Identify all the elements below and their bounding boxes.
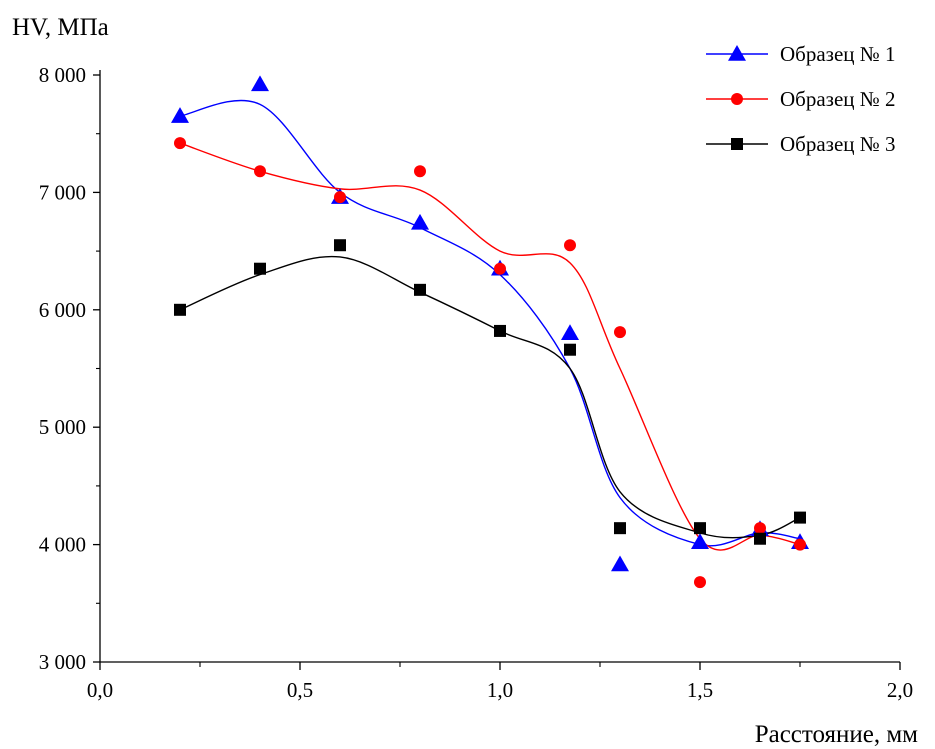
series-1-point [561,324,579,341]
series-1-point [171,107,189,123]
legend-label: Образец № 1 [780,42,896,66]
series-curves [179,99,801,551]
legend-marker [728,45,746,61]
series-2-point [794,538,806,551]
legend-marker [731,138,743,150]
series-3-point [754,532,766,545]
series-3-line [179,255,801,539]
series-1-line [179,99,801,547]
x-tick-label: 0,5 [287,678,313,702]
series-3-point [254,262,266,275]
series-markers [171,75,809,589]
series-1-point [611,555,629,572]
axes: 3 000 4 000 5 000 6 000 7 000 8 000 0,0 0,5 1,0 1… [39,63,913,702]
series-3-point [174,303,186,316]
y-tick-label: 8 000 [39,63,86,87]
series-2-point [614,326,626,339]
series-1-point [251,75,269,92]
y-tick-label: 7 000 [39,180,86,204]
x-tick-label: 2,0 [887,678,913,702]
y-tick-label: 5 000 [39,415,86,439]
legend-marker [731,93,743,105]
series-3-point [694,522,706,535]
series-2-point [414,165,426,178]
series-1-point [691,533,709,550]
x-tick-label: 0,0 [87,678,113,702]
legend: Образец № 1 Образец № 2 Образец № 3 [706,42,896,156]
series-3-point [334,239,346,252]
series-2-line [179,142,801,551]
legend-label: Образец № 3 [780,132,896,156]
x-tick-label: 1,0 [487,678,513,702]
series-3-point [614,522,626,535]
x-tick-label: 1,5 [687,678,713,702]
legend-label: Образец № 2 [780,87,896,111]
y-tick-label: 4 000 [39,533,86,557]
y-tick-label: 3 000 [39,650,86,674]
series-1-point [411,213,429,230]
series-2-point [174,137,186,150]
x-axis-title: Расстояние, мм [755,721,918,748]
series-2-point [254,165,266,178]
series-2-point [754,522,766,535]
series-2-point [494,262,506,275]
series-3-point [794,511,806,524]
series-3-point [494,324,506,337]
series-3-point [564,343,576,356]
series-3-point [414,283,426,296]
y-tick-label: 6 000 [39,298,86,322]
series-2-point [694,576,706,589]
y-axis-title: HV, МПа [12,14,109,41]
series-2-point [334,191,346,204]
series-2-point [564,239,576,252]
